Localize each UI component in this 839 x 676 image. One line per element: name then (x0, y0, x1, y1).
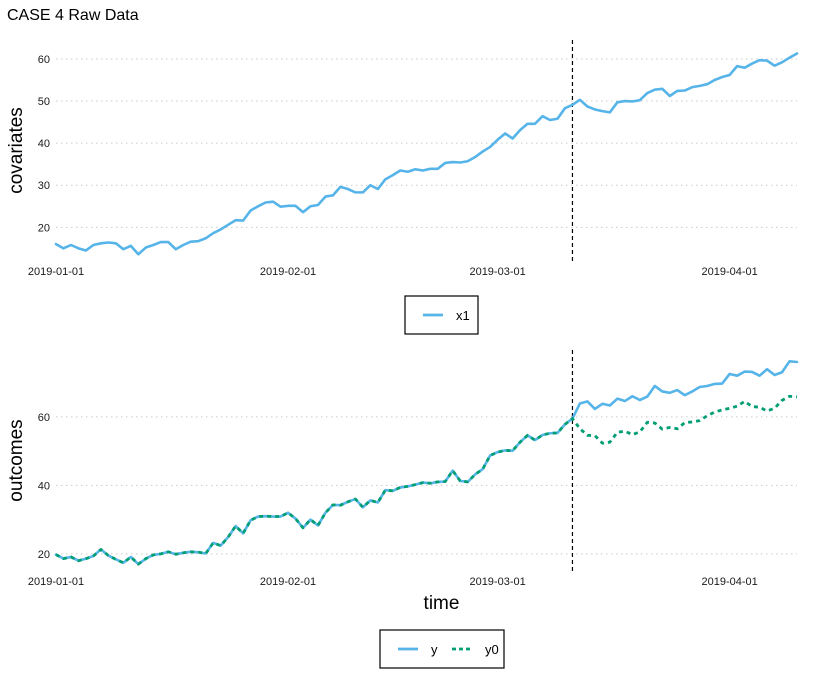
y-tick-label: 20 (38, 222, 50, 234)
legend-label-x1: x1 (456, 308, 470, 323)
series-line-y0 (55, 394, 798, 566)
x-tick-label: 2019-01-01 (28, 266, 84, 278)
x-tick-label: 2019-01-01 (28, 576, 84, 588)
y-tick-label: 60 (38, 412, 50, 424)
y-tick-label: 40 (38, 480, 50, 492)
y-tick-label: 40 (38, 138, 50, 150)
y-axis-title: outcomes (6, 419, 27, 501)
panel-covariates: 20 30 40 50 60 2019-01-01 2019-02-01 2019-03-01… (6, 40, 799, 335)
legend-label-y: y (431, 642, 438, 657)
y-tick-label: 30 (38, 180, 50, 192)
y-axis-title: covariates (6, 107, 27, 194)
y-tick-label: 20 (38, 549, 50, 561)
x-axis-title: time (424, 593, 460, 614)
x-tick-label: 2019-04-01 (701, 576, 757, 588)
x-tick-label: 2019-04-01 (701, 266, 757, 278)
y-tick-label: 60 (38, 54, 50, 66)
x-tick-label: 2019-03-01 (469, 576, 525, 588)
y-tick-label: 50 (38, 96, 50, 108)
x-tick-label: 2019-02-01 (260, 266, 316, 278)
x-tick-label: 2019-03-01 (469, 266, 525, 278)
series-line-y (54, 360, 799, 566)
legend: y y0 (379, 629, 505, 669)
legend-label-y0: y0 (485, 642, 499, 657)
chart-title: CASE 4 Raw Data (7, 7, 139, 24)
panel-outcomes: 20 40 60 2019-01-01 2019-02-01 2019-03-01 2019… (6, 350, 799, 669)
series-line-x1 (54, 52, 799, 256)
legend: x1 (404, 295, 479, 335)
x-tick-label: 2019-02-01 (260, 576, 316, 588)
